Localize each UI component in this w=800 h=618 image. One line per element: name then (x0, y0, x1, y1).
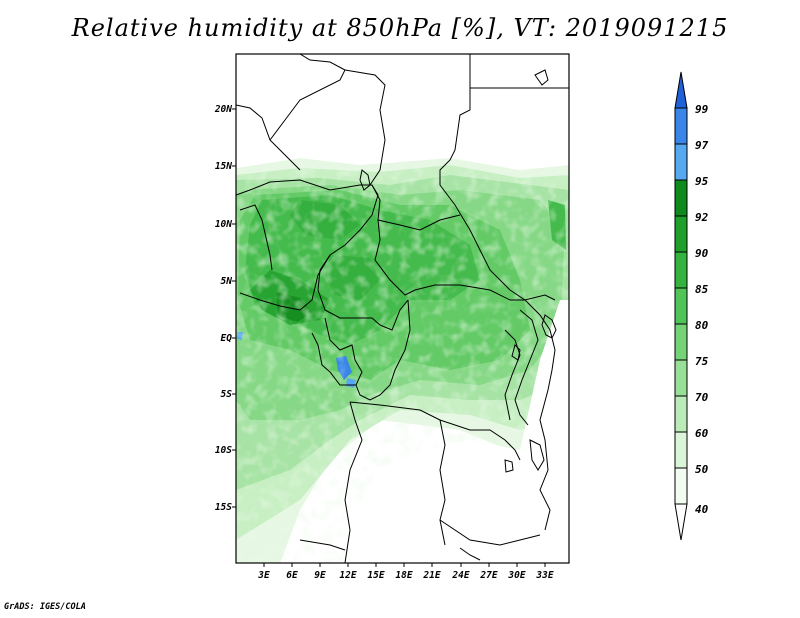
colorbar-swatch (674, 359, 688, 397)
colorbar-label-60: 60 (695, 427, 709, 440)
lat-label-5s: 5S (221, 389, 233, 400)
lon-label-18e: 18E (395, 570, 412, 581)
lat-label-10n: 10N (215, 219, 232, 230)
chart-title: Relative humidity at 850hPa [%], VT: 201… (71, 14, 729, 42)
map-frame (235, 53, 570, 564)
colorbar-bottom-arrow (674, 503, 688, 541)
colorbar-swatch (674, 251, 688, 289)
colorbar-label-92: 92 (695, 211, 709, 224)
lat-label-20n: 20N (214, 104, 232, 115)
lat-label-15s: 15S (215, 502, 232, 513)
colorbar-swatch (674, 323, 688, 361)
colorbar-swatch (674, 107, 688, 145)
colorbar-swatch (674, 179, 688, 217)
colorbar-label-80: 80 (695, 319, 709, 332)
colorbar-label-75: 75 (695, 355, 709, 368)
colorbar-swatch (674, 287, 688, 325)
colorbar-label-90: 90 (695, 247, 709, 260)
lon-label-15e: 15E (367, 570, 384, 581)
colorbar-swatch (674, 467, 688, 505)
colorbar-label-40: 40 (695, 503, 709, 516)
lon-label-27e: 27E (479, 570, 497, 581)
colorbar-swatch (674, 143, 688, 181)
lat-label-15n: 15N (215, 161, 232, 172)
axis-ticks (232, 108, 546, 567)
colorbar-label-99: 99 (695, 103, 709, 116)
lat-label-10s: 10S (215, 445, 232, 456)
lon-label-30e: 30E (507, 570, 525, 581)
lon-label-21e: 21E (422, 570, 440, 581)
colorbar-swatch (674, 431, 688, 469)
colorbar-top-arrow (674, 71, 688, 109)
lon-label-9e: 9E (314, 570, 326, 581)
lon-label-3e: 3E (257, 570, 270, 581)
colorbar-swatch (674, 395, 688, 433)
colorbar-swatch (674, 215, 688, 253)
lat-label-eq: EQ (221, 333, 233, 344)
country-borders (236, 54, 569, 563)
colorbar-label-50: 50 (695, 463, 709, 476)
humidity-field (236, 54, 569, 563)
lon-label-24e: 24E (451, 570, 469, 581)
lon-label-6e: 6E (286, 570, 298, 581)
colorbar-label-85: 85 (695, 283, 709, 296)
lat-label-5n: 5N (221, 276, 233, 287)
credit-label: GrADS: IGES/COLA (4, 602, 86, 612)
colorbar-label-70: 70 (695, 391, 709, 404)
lon-label-33e: 33E (535, 570, 553, 581)
colorbar (674, 71, 688, 541)
colorbar-label-95: 95 (695, 175, 709, 188)
lon-label-12e: 12E (339, 570, 356, 581)
colorbar-label-97: 97 (695, 139, 709, 152)
